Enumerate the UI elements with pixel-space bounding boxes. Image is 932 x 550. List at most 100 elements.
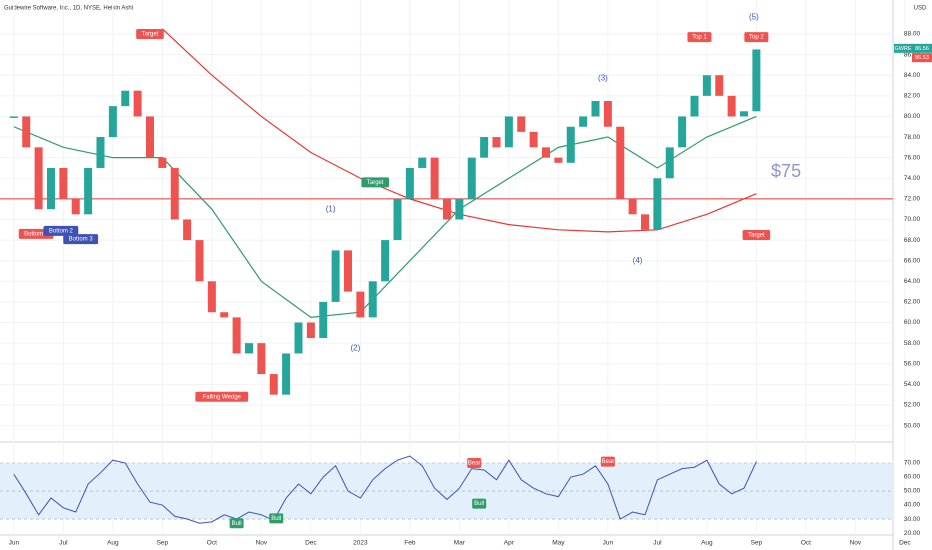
y-tick-label: 64.00 xyxy=(904,278,921,285)
candle xyxy=(517,116,526,132)
x-tick-label: Nov xyxy=(850,540,862,547)
candle xyxy=(702,75,711,96)
rsi-annotation: Bull xyxy=(232,521,242,527)
wave-label: (2) xyxy=(351,343,361,352)
annotation-box xyxy=(687,32,712,43)
y-tick-label: 54.00 xyxy=(904,381,921,388)
candle xyxy=(319,301,328,338)
rsi-annotation-box xyxy=(472,498,487,509)
candle xyxy=(541,147,550,158)
y-tick-label: 76.00 xyxy=(904,154,921,161)
y-tick-label: 88.00 xyxy=(904,31,921,38)
candle xyxy=(34,147,43,210)
y-tick-label: 62.00 xyxy=(904,299,921,306)
candle xyxy=(294,322,303,354)
x-tick-label: Oct xyxy=(801,540,811,547)
candle xyxy=(690,95,699,117)
x-tick-label: Feb xyxy=(404,540,416,547)
x-tick-label: Dec xyxy=(899,540,911,547)
y-tick-label: 74.00 xyxy=(904,175,921,182)
candle xyxy=(418,157,427,168)
candle xyxy=(71,198,80,215)
candle xyxy=(133,90,142,117)
candle xyxy=(244,343,253,354)
candle xyxy=(740,111,749,117)
x-tick-label: Aug xyxy=(107,540,119,547)
annotation: Target xyxy=(142,32,159,38)
candle xyxy=(405,167,414,199)
candle xyxy=(628,198,637,215)
candle xyxy=(306,322,315,338)
annotation: Bottom 2 xyxy=(49,228,74,234)
annotation: Target xyxy=(367,180,384,186)
x-tick-label: Apr xyxy=(504,540,515,547)
rsi-tick-label: 50.00 xyxy=(904,488,921,495)
x-tick-label: 2023 xyxy=(353,540,368,547)
candle xyxy=(46,167,55,210)
candle xyxy=(269,374,278,395)
rsi-tick-label: 40.00 xyxy=(904,502,921,509)
candle xyxy=(145,116,154,158)
wave-label: (4) xyxy=(633,256,643,265)
rsi-tick-label: 60.00 xyxy=(904,474,921,481)
wave-label: (3) xyxy=(598,73,608,82)
price-tag xyxy=(912,53,932,63)
y-tick-label: 68.00 xyxy=(904,237,921,244)
last-price: 86.56 xyxy=(915,46,929,52)
annotation-box xyxy=(195,391,249,402)
y-tick-label: 78.00 xyxy=(904,134,921,141)
x-tick-label: Jun xyxy=(9,540,20,547)
y-tick-label: 72.00 xyxy=(904,196,921,203)
candle xyxy=(616,126,625,199)
candle xyxy=(579,116,588,127)
candle xyxy=(195,240,204,282)
candle xyxy=(529,131,538,148)
x-tick-label: Jun xyxy=(603,540,614,547)
rsi-annotation: Bear xyxy=(468,461,481,467)
candle xyxy=(591,100,600,117)
candle xyxy=(715,75,724,96)
moving-average xyxy=(13,115,757,318)
candle xyxy=(108,106,117,138)
candle xyxy=(442,198,451,220)
candle xyxy=(381,240,390,282)
annotation: Target xyxy=(748,233,765,239)
rsi-tick-label: 20.00 xyxy=(904,530,921,537)
annotation: Top 1 xyxy=(692,35,707,41)
candle xyxy=(653,178,662,230)
candle xyxy=(9,116,18,118)
candle xyxy=(752,49,761,112)
y-tick-label: 80.00 xyxy=(904,113,921,120)
candle xyxy=(393,198,402,241)
rsi-line xyxy=(13,455,757,524)
rsi-annotation-box xyxy=(600,456,615,467)
candle xyxy=(727,95,736,117)
candle xyxy=(356,291,365,318)
annotation: Top 2 xyxy=(749,35,764,41)
candle xyxy=(331,250,340,302)
annotation-box xyxy=(361,177,390,188)
y-tick-label: 82.00 xyxy=(904,93,921,100)
currency: USD xyxy=(914,6,927,12)
y-tick-label: 58.00 xyxy=(904,340,921,347)
candle xyxy=(84,167,93,215)
candle xyxy=(603,100,612,127)
x-tick-label: Sep xyxy=(157,540,169,547)
annotation-box xyxy=(744,32,769,43)
x-tick-label: Oct xyxy=(207,540,217,547)
y-tick-label: 52.00 xyxy=(904,402,921,409)
candle xyxy=(96,137,105,168)
rsi-tick-label: 70.00 xyxy=(904,460,921,467)
chart-title: Guidewire Software, Inc., 1D, NYSE, Heik… xyxy=(4,6,133,12)
candle xyxy=(368,281,377,318)
candle xyxy=(343,250,352,292)
candle xyxy=(121,90,130,107)
candle xyxy=(504,116,513,148)
rsi-annotation: Bull xyxy=(271,516,281,522)
rsi-annotation-box xyxy=(467,458,482,469)
rsi-annotation: Bull xyxy=(474,501,484,507)
annotation-box xyxy=(742,229,771,240)
candle xyxy=(480,137,489,158)
